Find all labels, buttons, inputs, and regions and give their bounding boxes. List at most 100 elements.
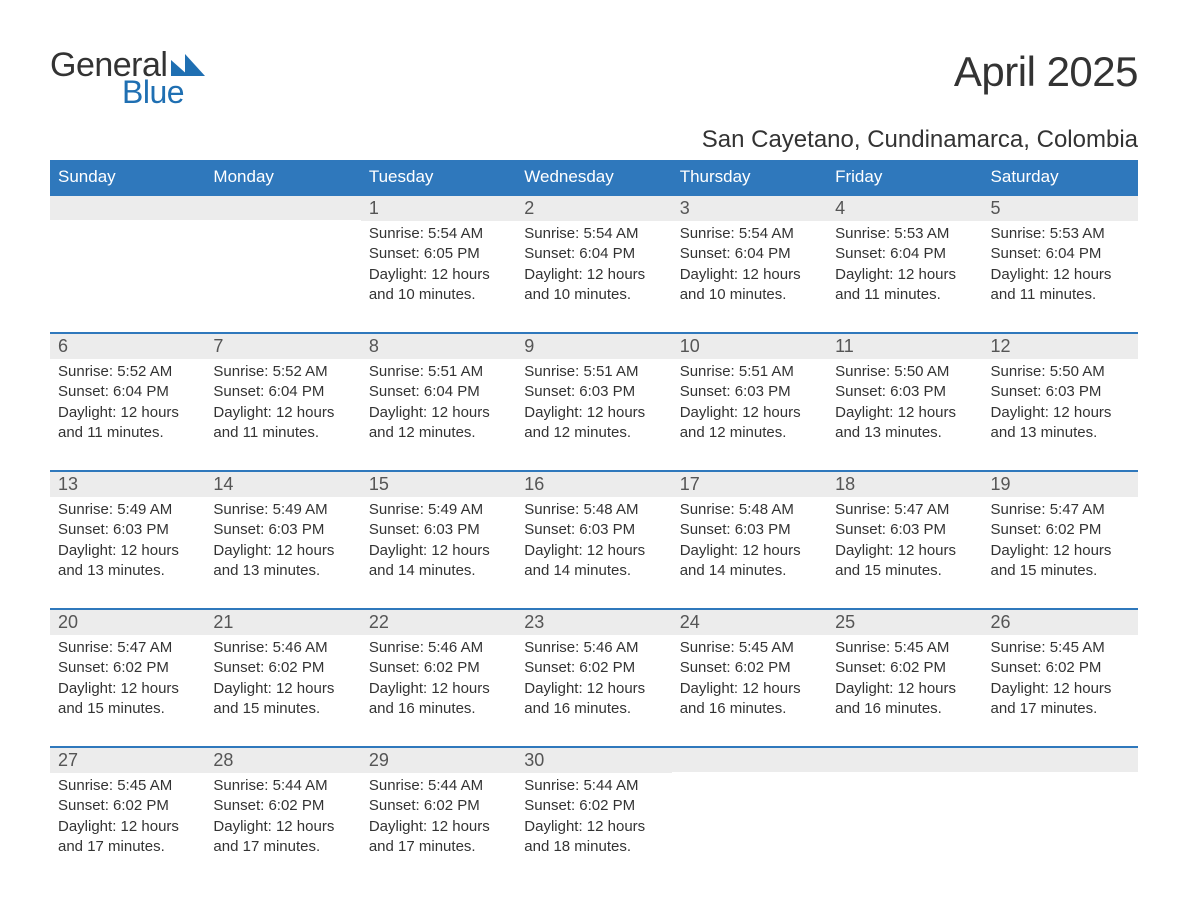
calendar-table: SundayMondayTuesdayWednesdayThursdayFrid… <box>50 160 1138 868</box>
day-details: Sunrise: 5:51 AMSunset: 6:04 PMDaylight:… <box>365 362 512 443</box>
day-number-bar: 8 <box>361 334 516 359</box>
sunset-line: Sunset: 6:04 PM <box>369 382 508 402</box>
daylight-line: Daylight: 12 hours and 13 minutes. <box>991 403 1130 444</box>
sunset-line: Sunset: 6:04 PM <box>213 382 352 402</box>
day-details: Sunrise: 5:49 AMSunset: 6:03 PMDaylight:… <box>209 500 356 581</box>
calendar-day: 3Sunrise: 5:54 AMSunset: 6:04 PMDaylight… <box>672 196 827 316</box>
day-number: 11 <box>835 336 974 357</box>
day-details: Sunrise: 5:47 AMSunset: 6:02 PMDaylight:… <box>54 638 201 719</box>
day-number: 23 <box>524 612 663 633</box>
day-details: Sunrise: 5:51 AMSunset: 6:03 PMDaylight:… <box>520 362 667 443</box>
day-details: Sunrise: 5:54 AMSunset: 6:04 PMDaylight:… <box>520 224 667 305</box>
sunrise-line: Sunrise: 5:49 AM <box>369 500 508 520</box>
sunrise-line: Sunrise: 5:45 AM <box>680 638 819 658</box>
day-number: 29 <box>369 750 508 771</box>
day-number: 9 <box>524 336 663 357</box>
daylight-line: Daylight: 12 hours and 16 minutes. <box>369 679 508 720</box>
sunrise-line: Sunrise: 5:45 AM <box>58 776 197 796</box>
day-details: Sunrise: 5:45 AMSunset: 6:02 PMDaylight:… <box>676 638 823 719</box>
calendar-day-empty <box>50 196 205 316</box>
day-details: Sunrise: 5:49 AMSunset: 6:03 PMDaylight:… <box>365 500 512 581</box>
sunset-line: Sunset: 6:02 PM <box>58 796 197 816</box>
day-number: 18 <box>835 474 974 495</box>
day-number: 14 <box>213 474 352 495</box>
day-details: Sunrise: 5:47 AMSunset: 6:02 PMDaylight:… <box>987 500 1134 581</box>
calendar-day-empty <box>827 748 982 868</box>
calendar-day-empty <box>205 196 360 316</box>
day-details: Sunrise: 5:45 AMSunset: 6:02 PMDaylight:… <box>831 638 978 719</box>
calendar-day: 27 Sunrise: 5:45 AMSunset: 6:02 PMDayligh… <box>50 748 205 868</box>
day-number: 15 <box>369 474 508 495</box>
day-number: 10 <box>680 336 819 357</box>
day-details: Sunrise: 5:50 AMSunset: 6:03 PMDaylight:… <box>831 362 978 443</box>
calendar-day: 6 Sunrise: 5:52 AMSunset: 6:04 PMDaylight… <box>50 334 205 454</box>
day-number: 24 <box>680 612 819 633</box>
sunset-line: Sunset: 6:04 PM <box>991 244 1130 264</box>
daylight-line: Daylight: 12 hours and 17 minutes. <box>58 817 197 858</box>
day-number: 5 <box>991 198 1130 219</box>
sunset-line: Sunset: 6:04 PM <box>524 244 663 264</box>
day-details: Sunrise: 5:45 AMSunset: 6:02 PMDaylight:… <box>54 776 201 857</box>
day-number: 20 <box>58 612 197 633</box>
sunrise-line: Sunrise: 5:44 AM <box>369 776 508 796</box>
day-details: Sunrise: 5:54 AMSunset: 6:05 PMDaylight:… <box>365 224 512 305</box>
sunrise-line: Sunrise: 5:46 AM <box>213 638 352 658</box>
daylight-line: Daylight: 12 hours and 14 minutes. <box>524 541 663 582</box>
day-number: 6 <box>58 336 197 357</box>
calendar-day: 25 Sunrise: 5:45 AMSunset: 6:02 PMDayligh… <box>827 610 982 730</box>
sunset-line: Sunset: 6:03 PM <box>524 520 663 540</box>
sunset-line: Sunset: 6:02 PM <box>524 796 663 816</box>
day-number-bar: 18 <box>827 472 982 497</box>
sunset-line: Sunset: 6:02 PM <box>369 658 508 678</box>
sunset-line: Sunset: 6:03 PM <box>835 382 974 402</box>
day-details: Sunrise: 5:52 AMSunset: 6:04 PMDaylight:… <box>209 362 356 443</box>
calendar-day: 14 Sunrise: 5:49 AMSunset: 6:03 PMDayligh… <box>205 472 360 592</box>
day-number: 8 <box>369 336 508 357</box>
calendar-day: 2 Sunrise: 5:54 AMSunset: 6:04 PMDaylight… <box>516 196 671 316</box>
daylight-line: Daylight: 12 hours and 15 minutes. <box>213 679 352 720</box>
day-number: 25 <box>835 612 974 633</box>
day-number-bar: 19 <box>983 472 1138 497</box>
day-details: Sunrise: 5:48 AMSunset: 6:03 PMDaylight:… <box>676 500 823 581</box>
calendar-day: 15 Sunrise: 5:49 AMSunset: 6:03 PMDayligh… <box>361 472 516 592</box>
daylight-line: Daylight: 12 hours and 15 minutes. <box>835 541 974 582</box>
calendar-day: 16Sunrise: 5:48 AMSunset: 6:03 PMDayligh… <box>516 472 671 592</box>
daylight-line: Daylight: 12 hours and 13 minutes. <box>835 403 974 444</box>
day-details: Sunrise: 5:49 AMSunset: 6:03 PMDaylight:… <box>54 500 201 581</box>
day-details: Sunrise: 5:51 AMSunset: 6:03 PMDaylight:… <box>676 362 823 443</box>
calendar-day: 7 Sunrise: 5:52 AMSunset: 6:04 PMDaylight… <box>205 334 360 454</box>
day-details: Sunrise: 5:44 AMSunset: 6:02 PMDaylight:… <box>365 776 512 857</box>
sunrise-line: Sunrise: 5:54 AM <box>524 224 663 244</box>
weekday-header: Tuesday <box>361 160 516 194</box>
sunrise-line: Sunrise: 5:45 AM <box>835 638 974 658</box>
sunrise-line: Sunrise: 5:54 AM <box>680 224 819 244</box>
sunset-line: Sunset: 6:03 PM <box>58 520 197 540</box>
day-number-bar: 27 <box>50 748 205 773</box>
sunset-line: Sunset: 6:03 PM <box>835 520 974 540</box>
day-number-bar: 20 <box>50 610 205 635</box>
calendar-day: 10 Sunrise: 5:51 AMSunset: 6:03 PMDayligh… <box>672 334 827 454</box>
sunrise-line: Sunrise: 5:50 AM <box>835 362 974 382</box>
sunset-line: Sunset: 6:05 PM <box>369 244 508 264</box>
calendar-header-row: SundayMondayTuesdayWednesdayThursdayFrid… <box>50 160 1138 194</box>
day-number: 21 <box>213 612 352 633</box>
daylight-line: Daylight: 12 hours and 16 minutes. <box>835 679 974 720</box>
calendar-day: 8 Sunrise: 5:51 AMSunset: 6:04 PMDaylight… <box>361 334 516 454</box>
day-number-bar: 28 <box>205 748 360 773</box>
day-number-bar: 6 <box>50 334 205 359</box>
daylight-line: Daylight: 12 hours and 11 minutes. <box>213 403 352 444</box>
sunrise-line: Sunrise: 5:48 AM <box>680 500 819 520</box>
day-number-bar: 3 <box>672 196 827 221</box>
day-number-bar: 7 <box>205 334 360 359</box>
day-number: 2 <box>524 198 663 219</box>
day-details: Sunrise: 5:52 AMSunset: 6:04 PMDaylight:… <box>54 362 201 443</box>
daylight-line: Daylight: 12 hours and 11 minutes. <box>58 403 197 444</box>
daylight-line: Daylight: 12 hours and 11 minutes. <box>835 265 974 306</box>
calendar-day: 21Sunrise: 5:46 AMSunset: 6:02 PMDayligh… <box>205 610 360 730</box>
sunset-line: Sunset: 6:03 PM <box>680 520 819 540</box>
sunset-line: Sunset: 6:02 PM <box>213 796 352 816</box>
daylight-line: Daylight: 12 hours and 16 minutes. <box>524 679 663 720</box>
daylight-line: Daylight: 12 hours and 10 minutes. <box>524 265 663 306</box>
calendar-day: 26Sunrise: 5:45 AMSunset: 6:02 PMDayligh… <box>983 610 1138 730</box>
day-number: 4 <box>835 198 974 219</box>
